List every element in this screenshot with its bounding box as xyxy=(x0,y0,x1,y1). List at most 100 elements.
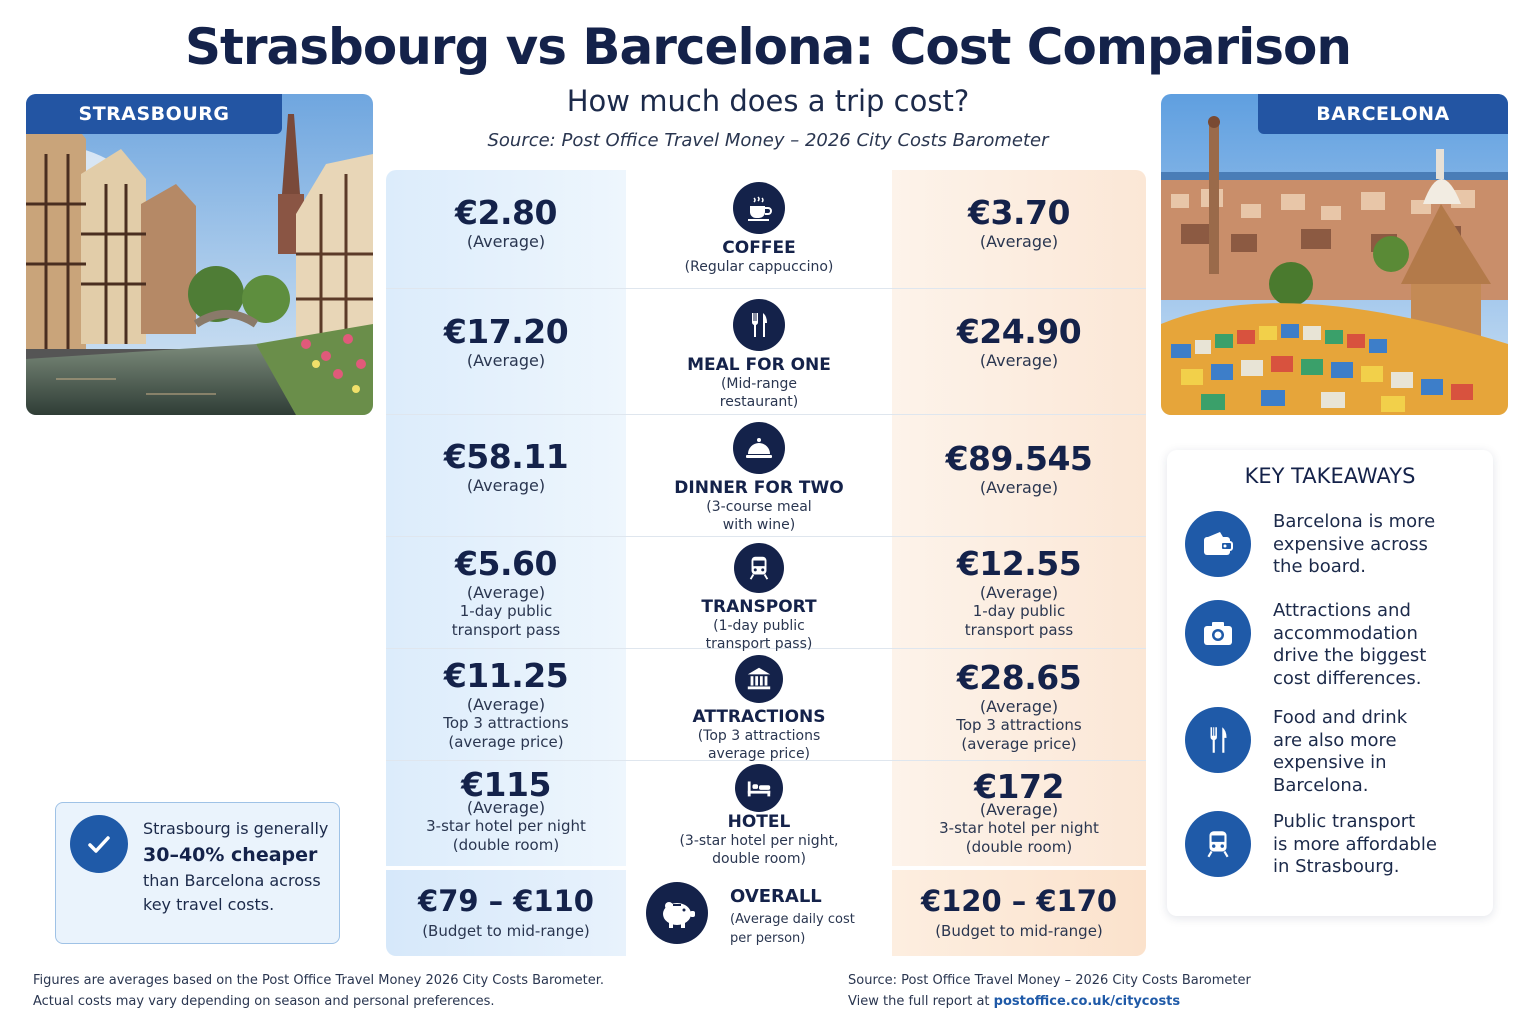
cloche-icon xyxy=(733,422,785,474)
bed-icon xyxy=(735,764,783,812)
barcelona-column xyxy=(892,170,1146,866)
barcelona-coffee-cell: €3.70 (Average) xyxy=(892,193,1146,252)
strasbourg-attractions-cell: €11.25 (Average) Top 3 attractions (aver… xyxy=(386,657,626,752)
meal-category: MEAL FOR ONE (Mid-range restaurant) xyxy=(626,299,892,411)
cheaper-line-3: key travel costs. xyxy=(143,895,275,914)
coffee-label: COFFEE xyxy=(722,238,796,258)
row-divider xyxy=(386,760,1146,761)
footer-source: Source: Post Office Travel Money – 2026 … xyxy=(848,970,1348,1012)
dinner-category: DINNER FOR TWO (3-course meal with wine) xyxy=(626,422,892,534)
barcelona-hotel-avg: (Average) xyxy=(979,800,1059,819)
strasbourg-meal-price: €17.20 xyxy=(443,312,569,351)
strasbourg-dinner-price: €58.11 xyxy=(443,437,569,476)
overall-category: OVERALL (Average daily cost per person) xyxy=(626,870,892,956)
takeaway-text: Food and drink are also more expensive i… xyxy=(1273,707,1473,797)
meal-sub-2: restaurant) xyxy=(719,394,799,410)
museum-icon xyxy=(735,655,783,703)
barcelona-meal-price: €24.90 xyxy=(956,312,1082,351)
barcelona-dinner-cell: €89.545 (Average) xyxy=(892,439,1146,498)
barcelona-transport-extra-2: transport pass xyxy=(964,621,1074,639)
footer-report-prefix: View the full report at xyxy=(848,994,994,1009)
takeaway-line: Food and drink xyxy=(1273,707,1408,728)
barcelona-transport-avg: (Average) xyxy=(979,583,1059,602)
barcelona-hotel-price: €172 xyxy=(974,767,1064,806)
cheaper-callout: Strasbourg is generally 30–40% cheaper t… xyxy=(55,802,340,944)
takeaway-line: expensive in xyxy=(1273,752,1387,773)
fork-knife-icon xyxy=(1185,707,1251,773)
footer-report-line: View the full report at postoffice.co.uk… xyxy=(848,991,1348,1012)
barcelona-photo: BARCELONA xyxy=(1161,94,1508,415)
strasbourg-photo: STRASBOURG xyxy=(26,94,373,415)
page-subtitle: How much does a trip cost? xyxy=(566,84,970,118)
strasbourg-illustration xyxy=(26,94,373,415)
barcelona-dinner-price: €89.545 xyxy=(945,439,1093,478)
source-line: Source: Post Office Travel Money – 2026 … xyxy=(487,130,1049,151)
footer-note: Figures are averages based on the Post O… xyxy=(33,970,633,1012)
table-row-coffee: €2.80 (Average) COFFEE (Regular cappucci… xyxy=(386,182,1146,288)
hotel-sub-1: (3-star hotel per night, xyxy=(679,833,839,849)
barcelona-coffee-price: €3.70 xyxy=(968,193,1070,232)
strasbourg-attractions-price: €11.25 xyxy=(443,656,569,695)
barcelona-label: BARCELONA xyxy=(1258,94,1508,134)
barcelona-attractions-avg: (Average) xyxy=(979,697,1059,716)
barcelona-attractions-extra-2: (average price) xyxy=(961,735,1077,753)
strasbourg-meal-cell: €17.20 (Average) xyxy=(386,312,626,371)
takeaway-text: Barcelona is more expensive across the b… xyxy=(1273,511,1473,579)
takeaway-line: Public transport xyxy=(1273,811,1416,832)
table-row-attractions: €11.25 (Average) Top 3 attractions (aver… xyxy=(386,655,1146,763)
transport-sub-2: transport pass) xyxy=(705,636,813,652)
strasbourg-hotel-cell: €115 (Average) 3-star hotel per night (d… xyxy=(386,766,626,855)
barcelona-meal-avg: (Average) xyxy=(979,351,1059,370)
strasbourg-column xyxy=(386,170,626,866)
meal-label: MEAL FOR ONE xyxy=(687,355,831,375)
barcelona-hotel-extra-2: (double room) xyxy=(965,838,1073,856)
coffee-cup-icon xyxy=(733,182,785,234)
barcelona-overall-sub: (Budget to mid-range) xyxy=(935,922,1103,940)
category-column xyxy=(626,170,892,866)
takeaway-line: Barcelona. xyxy=(1273,774,1369,796)
footer-note-line-1: Figures are averages based on the Post O… xyxy=(33,973,605,988)
fork-knife-icon xyxy=(733,299,785,351)
footer-note-line-2: Actual costs may vary depending on seaso… xyxy=(33,994,495,1009)
report-link[interactable]: postoffice.co.uk/citycosts xyxy=(993,994,1181,1009)
barcelona-hotel-cell: €172 (Average) 3-star hotel per night (d… xyxy=(892,768,1146,857)
strasbourg-transport-extra-2: transport pass xyxy=(451,621,561,639)
dinner-label: DINNER FOR TWO xyxy=(674,478,844,498)
strasbourg-overall-cell: €79 – €110 (Budget to mid-range) xyxy=(386,870,626,956)
table-row-transport: €5.60 (Average) 1-day public transport p… xyxy=(386,543,1146,652)
transport-sub-1: (1-day public xyxy=(713,618,805,634)
barcelona-illustration xyxy=(1161,94,1508,415)
cheaper-line-1: Strasbourg is generally xyxy=(143,819,329,838)
strasbourg-coffee-avg: (Average) xyxy=(466,232,546,251)
strasbourg-coffee-price: €2.80 xyxy=(455,193,557,232)
cheaper-percentage: 30–40% cheaper xyxy=(143,844,318,866)
strasbourg-hotel-extra-2: (double room) xyxy=(452,836,560,854)
takeaway-line: is more affordable xyxy=(1273,833,1437,855)
takeaway-line: expensive across xyxy=(1273,533,1428,555)
strasbourg-hotel-avg: (Average) xyxy=(466,798,546,817)
strasbourg-overall-sub: (Budget to mid-range) xyxy=(422,922,590,940)
attractions-label: ATTRACTIONS xyxy=(692,707,826,727)
strasbourg-attractions-extra-2: (average price) xyxy=(448,733,564,751)
strasbourg-transport-extra-1: 1-day public xyxy=(459,602,553,620)
takeaway-line: Barcelona is more xyxy=(1273,511,1436,532)
barcelona-attractions-cell: €28.65 (Average) Top 3 attractions (aver… xyxy=(892,659,1146,754)
strasbourg-label: STRASBOURG xyxy=(26,94,282,134)
takeaway-line: accommodation xyxy=(1273,622,1418,644)
barcelona-coffee-avg: (Average) xyxy=(979,232,1059,251)
strasbourg-hotel-extra-1: 3-star hotel per night xyxy=(426,817,586,835)
takeaway-line: are also more xyxy=(1273,729,1397,751)
piggy-bank-icon xyxy=(646,882,708,944)
strasbourg-hotel-price: €115 xyxy=(461,765,551,804)
key-takeaways-panel: KEY TAKEAWAYS Barcelona is more expensiv… xyxy=(1167,450,1493,916)
strasbourg-attractions-avg: (Average) xyxy=(466,695,546,714)
attractions-category: ATTRACTIONS (Top 3 attractions average p… xyxy=(626,655,892,763)
attractions-sub-2: average price) xyxy=(707,746,811,762)
camera-icon xyxy=(1185,600,1251,666)
dinner-sub-1: (3-course meal xyxy=(706,499,812,515)
meal-sub-1: (Mid-range xyxy=(720,376,798,392)
row-divider xyxy=(386,536,1146,537)
overall-label: OVERALL xyxy=(730,886,822,907)
strasbourg-meal-avg: (Average) xyxy=(466,351,546,370)
overall-desc: (Average daily cost per person) xyxy=(730,910,870,948)
